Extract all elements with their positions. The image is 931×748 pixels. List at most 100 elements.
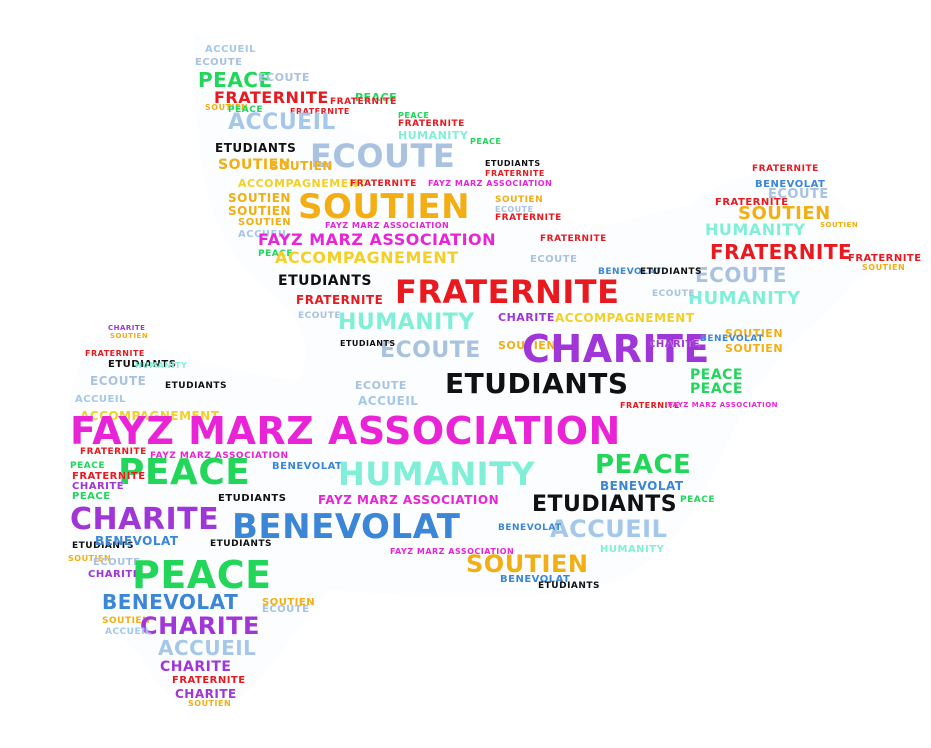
word-fraternite: FRATERNITE — [395, 273, 620, 311]
word-charite: CHARITE — [498, 311, 555, 324]
word-humanity: HUMANITY — [600, 544, 665, 555]
word-etudiants: ETUDIANTS — [165, 381, 228, 391]
word-peace: PEACE — [355, 91, 398, 104]
word-fraternite: FRATERNITE — [495, 213, 562, 223]
word-accueil: ACCUEIL — [105, 627, 152, 637]
word-soutien: SOUTIEN — [725, 327, 784, 340]
word-ecoute: ECOUTE — [380, 338, 481, 363]
word-humanity: HUMANITY — [338, 310, 475, 335]
word-humanity: HUMANITY — [398, 129, 469, 142]
word-peace: PEACE — [258, 249, 293, 259]
word-accompagnement: ACCOMPAGNEMENT — [555, 311, 695, 325]
word-peace: PEACE — [228, 105, 263, 115]
word-peace: PEACE — [70, 461, 105, 471]
word-soutien: SOUTIEN — [102, 616, 151, 626]
word-fayz: FAYZ MARZ ASSOCIATION — [70, 409, 621, 453]
word-fraternite: FRATERNITE — [350, 179, 417, 189]
word-ecoute: ECOUTE — [93, 557, 141, 568]
word-ecoute: ECOUTE — [495, 205, 534, 214]
word-fraternite: FRATERNITE — [848, 253, 922, 264]
word-peace: PEACE — [595, 450, 692, 480]
word-etudiants: ETUDIANTS — [210, 539, 273, 549]
word-benevolat: BENEVOLAT — [598, 267, 662, 277]
word-benevolat: BENEVOLAT — [755, 179, 826, 190]
word-fayz: FAYZ MARZ ASSOCIATION — [428, 179, 553, 188]
word-etudiants: ETUDIANTS — [72, 541, 135, 551]
word-etudiants: ETUDIANTS — [640, 267, 703, 277]
word-humanity: HUMANITY — [135, 361, 188, 370]
word-peace: PEACE — [72, 491, 111, 502]
word-ecoute: ECOUTE — [258, 71, 310, 84]
word-soutien: SOUTIEN — [270, 159, 333, 173]
word-benevolat: BENEVOLAT — [700, 334, 764, 344]
word-accueil: ACCUEIL — [158, 636, 257, 660]
word-fraternite: FRATERNITE — [172, 675, 246, 686]
word-fraternite: FRATERNITE — [330, 97, 397, 107]
word-ecoute: ECOUTE — [310, 137, 456, 175]
word-fraternite: FRATERNITE — [715, 197, 789, 208]
word-soutien: SOUTIEN — [466, 550, 589, 578]
word-accueil: ACCUEIL — [358, 394, 419, 408]
word-fraternite: FRATERNITE — [72, 471, 146, 482]
word-soutien: SOUTIEN — [738, 203, 831, 224]
word-accueil: ACCUEIL — [228, 110, 336, 135]
word-soutien: SOUTIEN — [262, 597, 316, 608]
word-fayz: FAYZ MARZ ASSOCIATION — [258, 230, 497, 249]
word-charite: CHARITE — [160, 659, 232, 675]
word-accompagnement: ACCOMPAGNEMENT — [238, 177, 367, 190]
word-peace: PEACE — [680, 495, 715, 505]
word-fayz: FAYZ MARZ ASSOCIATION — [668, 401, 779, 409]
word-peace: PEACE — [470, 137, 502, 146]
word-charite: CHARITE — [108, 324, 146, 332]
word-fraternite: FRATERNITE — [710, 240, 853, 264]
word-benevolat: BENEVOLAT — [102, 590, 239, 614]
word-charite: CHARITE — [72, 481, 125, 492]
word-peace: PEACE — [398, 111, 430, 120]
word-accompagnement: ACCOMPAGNEMENT — [80, 409, 220, 423]
word-humanity: HUMANITY — [338, 455, 536, 493]
word-benevolat: BENEVOLAT — [600, 479, 684, 493]
word-soutien: SOUTIEN — [110, 332, 149, 340]
word-fraternite: FRATERNITE — [540, 234, 607, 244]
word-etudiants: ETUDIANTS — [485, 159, 541, 168]
word-soutien: SOUTIEN — [495, 195, 544, 205]
word-fraternite: FRATERNITE — [398, 119, 465, 129]
word-ecoute: ECOUTE — [90, 374, 147, 388]
word-soutien: SOUTIEN — [188, 699, 232, 708]
word-etudiants: ETUDIANTS — [445, 367, 629, 400]
word-peace: PEACE — [690, 381, 743, 397]
word-peace: PEACE — [132, 553, 272, 597]
word-fraternite: FRATERNITE — [85, 349, 145, 358]
word-fraternite: FRATERNITE — [214, 88, 329, 107]
word-charite: CHARITE — [175, 687, 237, 701]
word-ecoute: ECOUTE — [355, 379, 407, 392]
word-charite: CHARITE — [140, 612, 260, 640]
word-soutien: SOUTIEN — [820, 221, 859, 229]
word-accueil: ACCUEIL — [75, 394, 126, 405]
word-fayz: FAYZ MARZ ASSOCIATION — [150, 451, 289, 461]
word-fraternite: FRATERNITE — [752, 164, 819, 174]
word-etudiants: ETUDIANTS — [532, 492, 678, 517]
word-soutien: SOUTIEN — [862, 263, 906, 272]
word-ecoute: ECOUTE — [298, 311, 341, 321]
word-fraternite: FRATERNITE — [620, 401, 680, 410]
word-accueil: ACCUEIL — [550, 515, 668, 543]
word-accueil: ACCUEIL — [238, 229, 289, 240]
word-benevolat: BENEVOLAT — [232, 507, 461, 547]
word-soutien: SOUTIEN — [228, 204, 291, 218]
word-soutien: SOUTIEN — [205, 103, 249, 112]
word-etudiants: ETUDIANTS — [278, 273, 372, 289]
word-ecoute: ECOUTE — [652, 289, 695, 299]
word-ecoute: ECOUTE — [695, 263, 787, 287]
word-charite: CHARITE — [88, 569, 141, 580]
word-fayz: FAYZ MARZ ASSOCIATION — [325, 221, 450, 230]
word-peace: PEACE — [198, 68, 273, 92]
word-fayz: FAYZ MARZ ASSOCIATION — [390, 547, 515, 556]
word-benevolat: BENEVOLAT — [500, 574, 571, 585]
word-benevolat: BENEVOLAT — [498, 523, 562, 533]
word-accompagnement: ACCOMPAGNEMENT — [275, 248, 459, 267]
word-humanity: HUMANITY — [705, 220, 806, 239]
word-charite: CHARITE — [70, 502, 220, 537]
word-benevolat: BENEVOLAT — [272, 461, 343, 472]
